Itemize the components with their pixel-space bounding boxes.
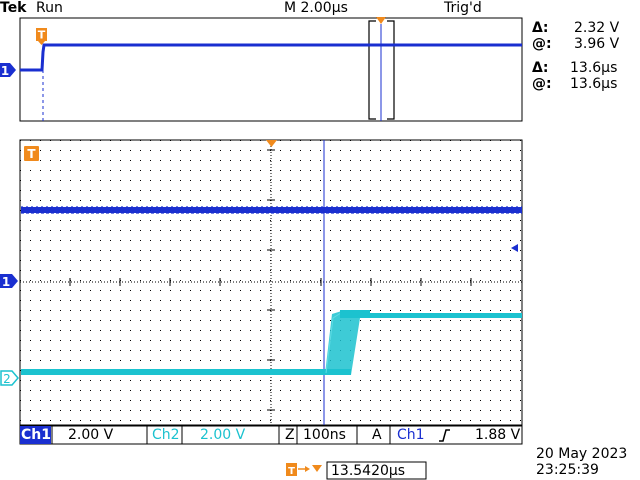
ch1-scale-value[interactable]: 2.00 V bbox=[68, 427, 113, 443]
ch2-level-marker-label: 2 bbox=[3, 372, 11, 386]
trigger-offset-arrow-icon bbox=[305, 466, 310, 472]
overview-trigger-marker-icon bbox=[376, 17, 386, 24]
trigger-offset-marker-icon bbox=[312, 465, 322, 472]
ch1-level-marker-label: 1 bbox=[2, 275, 10, 289]
ch1-waveform bbox=[21, 207, 522, 213]
trigger-source[interactable]: Ch1 bbox=[397, 427, 425, 443]
overview-window-frame bbox=[20, 18, 522, 121]
trigger-level-value[interactable]: 1.88 V bbox=[475, 427, 520, 443]
date-readout: 20 May 2023 bbox=[536, 446, 627, 462]
ch2-scale-value[interactable]: 2.00 V bbox=[200, 427, 245, 443]
zoom-label: Z bbox=[285, 427, 295, 443]
ch2-status-label[interactable]: Ch2 bbox=[152, 427, 180, 443]
overview-ch1-waveform bbox=[20, 45, 522, 70]
rising-edge-icon bbox=[439, 430, 450, 441]
zoom-bracket-left[interactable] bbox=[369, 21, 376, 119]
ch1-status-label[interactable]: Ch1 bbox=[21, 427, 51, 443]
overview-trigger-t-label: T bbox=[38, 29, 46, 42]
zoom-scale-value[interactable]: 100ns bbox=[303, 427, 346, 443]
zoom-bracket-right[interactable] bbox=[387, 21, 394, 119]
trigger-t-label: T bbox=[27, 147, 36, 161]
overview-ch1-marker-label: 1 bbox=[1, 64, 9, 78]
trigger-position-value[interactable]: 13.5420µs bbox=[331, 463, 405, 479]
svg-text:T: T bbox=[288, 466, 295, 477]
time-readout: 23:25:39 bbox=[536, 462, 599, 478]
acquisition-label: A bbox=[372, 427, 382, 443]
